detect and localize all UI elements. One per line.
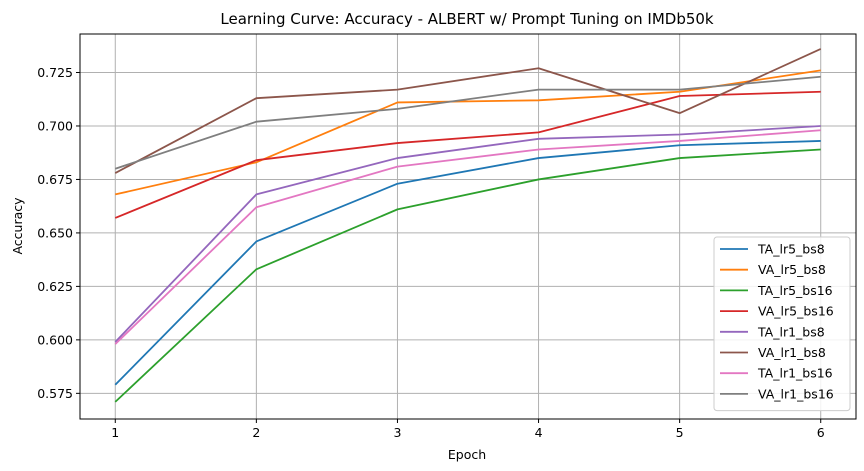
series-line-ta-lr5-bs8 (114, 140, 821, 386)
legend-label: TA_lr1_bs16 (757, 366, 833, 381)
legend: TA_lr5_bs8 VA_lr5_bs8 TA_lr5_bs16 VA_lr5_bs… (713, 236, 851, 412)
y-tick-label: 0.700 (37, 118, 73, 133)
x-tick-label: 3 (393, 425, 401, 440)
x-tick-label: 6 (817, 425, 825, 440)
y-tick-label: 0.600 (37, 332, 73, 347)
y-tick-label: 0.575 (37, 386, 73, 401)
series-line-ta-lr1-bs16 (114, 129, 821, 345)
legend-label: TA_lr5_bs16 (757, 283, 833, 298)
x-tick-label: 5 (676, 425, 684, 440)
y-tick-label: 0.675 (37, 172, 73, 187)
legend-label: VA_lr1_bs16 (758, 386, 834, 401)
series-line-ta-lr1-bs8 (114, 125, 821, 343)
x-axis-label: Epoch (448, 447, 486, 462)
series-line-va-lr1-bs8 (114, 48, 822, 174)
y-axis-ticks: 0.575 0.600 0.625 0.650 0.675 0.700 0.725 (37, 65, 80, 401)
legend-box (713, 236, 851, 412)
series-line-va-lr1-bs16 (114, 75, 821, 170)
series-line-va-lr5-bs16 (114, 90, 821, 219)
plot-frame (79, 33, 857, 420)
x-tick-label: 1 (111, 425, 119, 440)
legend-label: VA_lr5_bs16 (758, 304, 834, 319)
series-lines (114, 48, 822, 403)
y-tick-label: 0.625 (37, 279, 73, 294)
y-tick-label: 0.725 (37, 65, 73, 80)
y-axis-label: Accuracy (10, 197, 25, 255)
x-axis-ticks: 1 2 3 4 5 6 (111, 419, 825, 440)
legend-label: TA_lr5_bs8 (757, 242, 825, 257)
x-tick-label: 2 (252, 425, 260, 440)
legend-label: VA_lr5_bs8 (758, 262, 826, 277)
series-line-ta-lr5-bs16 (114, 148, 821, 403)
y-tick-label: 0.650 (37, 225, 73, 240)
legend-label: VA_lr1_bs8 (758, 345, 826, 360)
chart-title: Learning Curve: Accuracy - ALBERT w/ Pro… (220, 10, 714, 28)
legend-label: TA_lr1_bs8 (757, 324, 825, 339)
x-tick-label: 4 (535, 425, 543, 440)
